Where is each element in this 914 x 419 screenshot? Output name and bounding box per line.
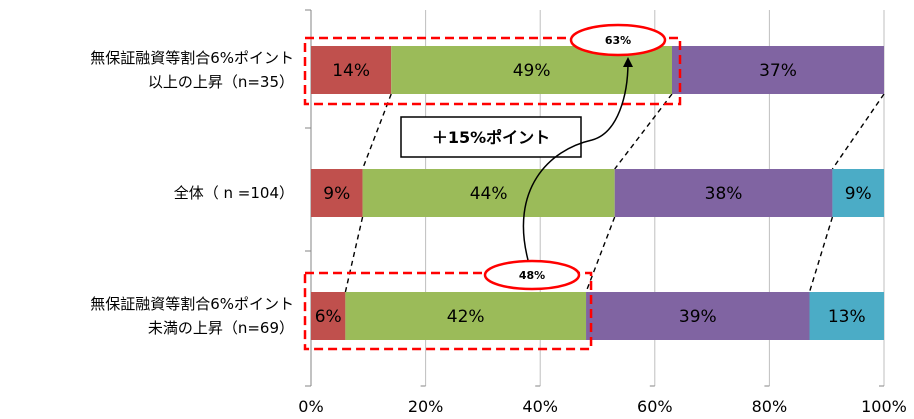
bar-segment (671, 46, 884, 94)
category-label: 無保証融資等割合6%ポイント (90, 295, 294, 313)
bar-segment (362, 169, 615, 217)
highlight-box-top (303, 36, 682, 106)
data-label: 38% (705, 184, 743, 204)
category-label: 未満の上昇（n=69） (148, 319, 294, 337)
data-label: 49% (513, 61, 551, 81)
bar-segment (586, 292, 810, 340)
bar-series: 14% 49% 37% 9% 44% 38% 9% 6% 42% 39% 13% (311, 46, 884, 340)
connector-line (808, 216, 834, 293)
bar-segment (832, 169, 884, 217)
connector-line (614, 93, 673, 170)
bubble-top-label: 63% (605, 34, 631, 47)
x-tick-label: 20% (408, 397, 444, 416)
x-tick-label: 0% (298, 397, 323, 416)
bar-segment (809, 292, 884, 340)
data-label: 14% (332, 61, 370, 81)
bar-segment (614, 169, 833, 217)
data-label: 9% (845, 184, 872, 204)
bar-segment (311, 292, 346, 340)
x-axis: 0% 20% 40% 60% 80% 100% (298, 9, 907, 416)
x-tick-label: 60% (637, 397, 673, 416)
bubble-bottom (483, 259, 581, 291)
increase-label: ＋15%ポイント (432, 128, 550, 147)
bar-segment (311, 46, 392, 94)
highlight-box-bottom (303, 271, 593, 351)
data-label: 9% (323, 184, 350, 204)
increase-box (400, 116, 582, 158)
bar-segment (345, 292, 587, 340)
x-tick-label: 80% (752, 397, 788, 416)
data-label: 42% (447, 307, 485, 327)
bar-segment (311, 169, 363, 217)
connector-line (361, 93, 392, 170)
category-label: 以上の上昇（n=35） (148, 73, 294, 91)
increase-arrow (522, 57, 633, 261)
bubble-top (569, 23, 667, 57)
connector-line (831, 93, 885, 170)
category-label: 無保証融資等割合6%ポイント (90, 49, 294, 67)
connector-line (585, 216, 616, 293)
category-label: 全体（ n =104） (174, 184, 294, 202)
bubble-bottom-label: 48% (519, 269, 545, 282)
data-label: 37% (759, 61, 797, 81)
annotations: 63% 48% ＋15%ポイント (303, 23, 682, 351)
connector-lines (344, 93, 885, 293)
data-label: 6% (315, 307, 342, 327)
connector-line (344, 216, 364, 293)
x-tick-label: 40% (522, 397, 558, 416)
data-label: 39% (679, 307, 717, 327)
data-label: 44% (470, 184, 508, 204)
data-label: 13% (828, 307, 866, 327)
x-tick-label: 100% (861, 397, 907, 416)
